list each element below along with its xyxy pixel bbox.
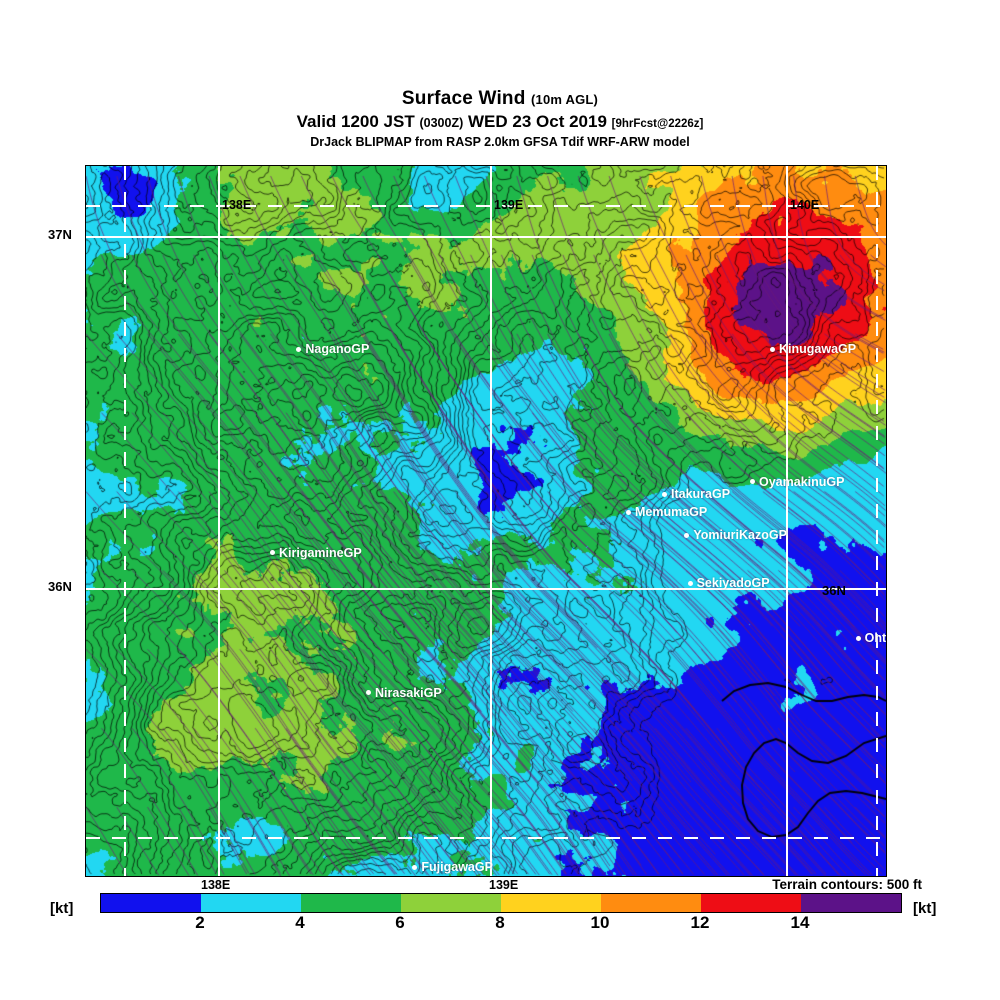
colorbar[interactable] <box>100 893 902 913</box>
station-label: NirasakiGP <box>375 685 442 700</box>
station-dot-icon <box>770 346 775 352</box>
chart-title-main: Surface Wind <box>401 88 526 109</box>
station-label: OyamakinuGP <box>759 474 845 489</box>
domain-dash-horizontal-0 <box>86 205 886 208</box>
station-label: YomiuriKazoGP <box>693 528 787 543</box>
chart-validtime: Valid 1200 JST (0300Z) WED 23 Oct 2019 [… <box>0 112 1000 132</box>
chart-title-sub: (10m AGL) <box>531 92 599 107</box>
colorbar-tick-12: 12 <box>690 913 710 932</box>
model-source-line: DrJack BLIPMAP from RASP 2.0km GFSA Tdif… <box>310 135 690 149</box>
station-marker-KirigamineGP[interactable]: KirigamineGP <box>270 546 362 560</box>
station-label: MemumaGP <box>635 505 708 520</box>
station-dot-icon <box>626 509 631 515</box>
lon-label-top-139E: 139E <box>494 198 524 212</box>
gridline-lon-1 <box>490 166 492 876</box>
lon-label-bottom-139E: 139E <box>489 878 519 892</box>
station-marker-ItakuraGP[interactable]: ItakuraGP <box>662 487 730 501</box>
station-dot-icon <box>662 491 667 497</box>
station-label: KinugawaGP <box>779 342 857 357</box>
station-label: ItakuraGP <box>671 487 731 502</box>
station-dot-icon <box>270 550 275 556</box>
lat-label-37N: 37N <box>48 226 72 242</box>
station-dot-icon <box>855 635 861 641</box>
lon-label-top-138E: 138E <box>222 198 252 212</box>
colorbar-tick-6: 6 <box>395 913 405 932</box>
lon-label-top-140E: 140E <box>790 198 820 212</box>
station-marker-YomiuriKazoGP[interactable]: YomiuriKazoGP <box>684 528 787 542</box>
valid-date: WED 23 Oct 2019 <box>468 112 607 131</box>
colorbar-unit-right: [kt] <box>913 900 937 917</box>
station-marker-SekiyadoGP[interactable]: SekiyadoGP <box>687 576 770 591</box>
station-dot-icon <box>412 864 418 870</box>
station-marker-KinugawaGP[interactable]: KinugawaGP <box>770 342 856 356</box>
forecast-hour-badge: [9hrFcst@2226z] <box>611 118 704 130</box>
colorbar-unit-left: [kt] <box>50 900 74 917</box>
colorbar-tick-14: 14 <box>790 913 810 932</box>
colorbar-segment-0 <box>101 894 201 912</box>
station-label: SekiyadoGP <box>696 576 770 591</box>
colorbar-tick-8: 8 <box>495 913 505 932</box>
colorbar-segment-4 <box>501 894 601 912</box>
station-marker-OyamakinuGP[interactable]: OyamakinuGP <box>750 475 844 489</box>
colorbar-segment-1 <box>201 894 301 912</box>
gridline-lat-0 <box>86 235 886 238</box>
lat-label-36N: 36N <box>48 579 72 595</box>
colorbar-segment-6 <box>701 894 801 912</box>
station-marker-Ohtone[interactable]: Ohtone <box>855 631 887 646</box>
station-dot-icon <box>296 346 302 352</box>
station-label: KirigamineGP <box>279 545 362 560</box>
station-marker-NirasakiGP[interactable]: NirasakiGP <box>366 686 442 700</box>
gridline-lon-2 <box>786 166 788 876</box>
domain-dash-horizontal-1 <box>86 836 886 839</box>
valid-time-utc: (0300Z) <box>419 116 464 130</box>
domain-dash-vertical-1 <box>876 166 879 876</box>
station-dot-icon <box>687 580 693 586</box>
station-marker-MemumaGP[interactable]: MemumaGP <box>626 505 707 519</box>
colorbar-segment-5 <box>601 894 701 912</box>
colorbar-tick-4: 4 <box>295 913 305 932</box>
station-marker-NaganoGP[interactable]: NaganoGP <box>296 342 369 356</box>
lat-label-inside-36N: 36N <box>822 583 846 599</box>
wind-speed-raster <box>86 166 886 876</box>
colorbar-tick-2: 2 <box>195 913 205 932</box>
station-dot-icon <box>684 532 690 538</box>
station-label: NaganoGP <box>305 342 370 357</box>
colorbar-segment-7 <box>801 894 901 912</box>
station-dot-icon <box>750 479 755 485</box>
domain-dash-vertical-0 <box>124 166 127 876</box>
lon-label-bottom-138E: 138E <box>201 878 231 892</box>
station-label: Ohtone <box>864 631 887 646</box>
gridline-lat-1 <box>86 588 886 591</box>
weather-map[interactable]: 138E 139E 140E 36N NaganoGP KinugawaGP Itakura… <box>85 165 887 877</box>
terrain-contour-note: Terrain contours: 500 ft <box>772 877 922 892</box>
station-label: FujigawaGP <box>421 860 493 875</box>
chart-title: Surface Wind (10m AGL) <box>0 88 1000 110</box>
valid-time-label: Valid 1200 JST <box>296 112 415 131</box>
colorbar-segment-3 <box>401 894 501 912</box>
station-marker-FujigawaGP[interactable]: FujigawaGP <box>412 860 493 874</box>
station-dot-icon <box>366 690 371 696</box>
colorbar-segment-2 <box>301 894 401 912</box>
gridline-lon-0 <box>218 166 220 876</box>
title-block: Surface Wind (10m AGL) Valid 1200 JST (0… <box>0 88 1000 149</box>
colorbar-tick-10: 10 <box>590 913 610 932</box>
